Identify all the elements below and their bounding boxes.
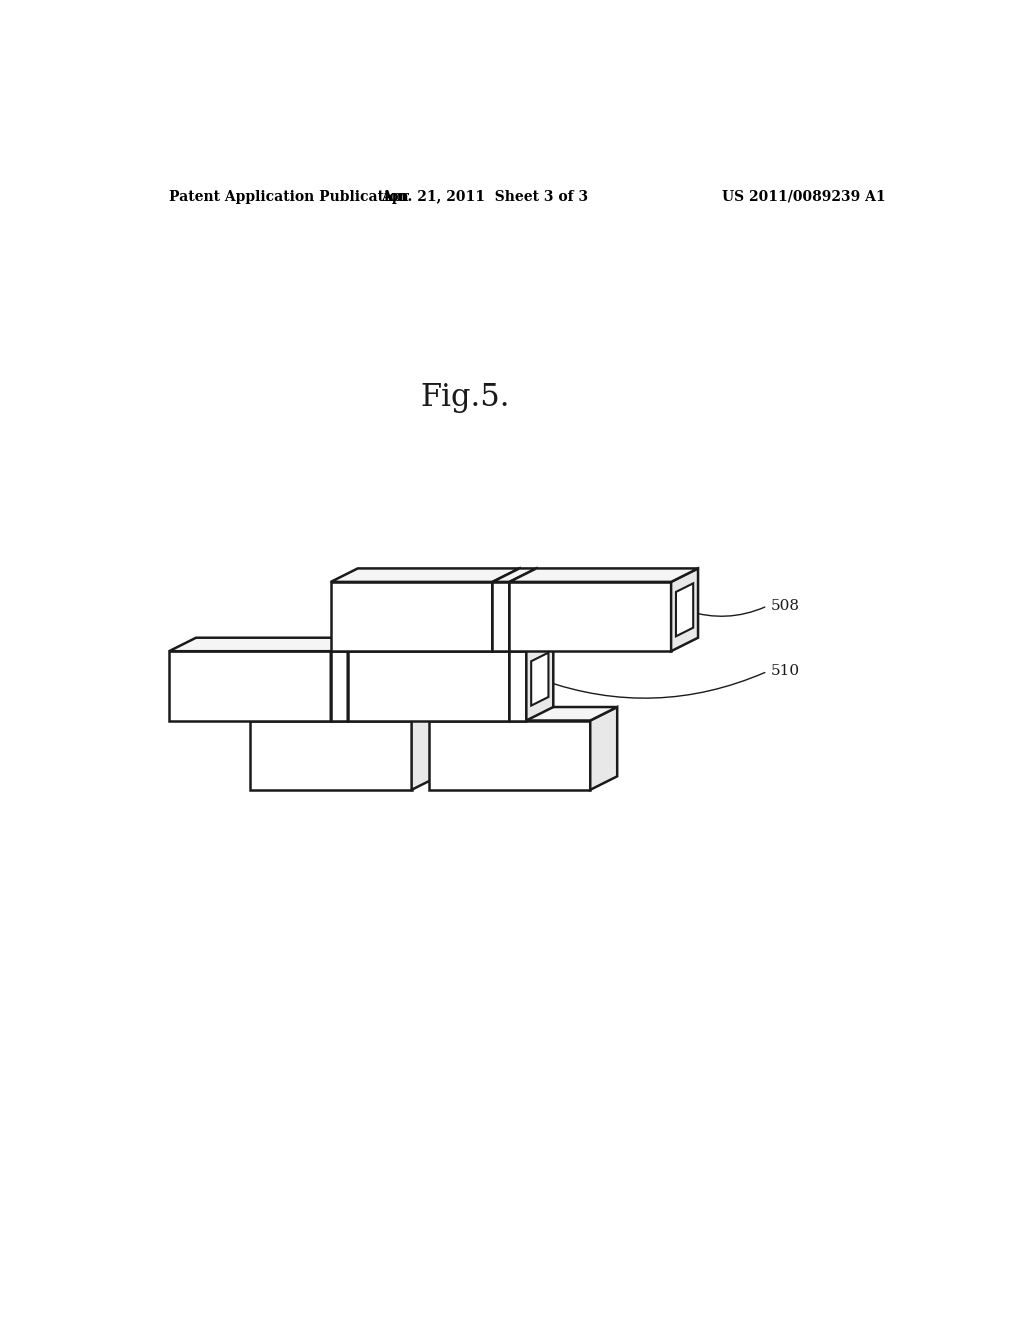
Polygon shape — [509, 638, 537, 721]
Polygon shape — [348, 651, 509, 721]
Polygon shape — [348, 638, 375, 721]
Polygon shape — [250, 721, 412, 789]
Text: Apr. 21, 2011  Sheet 3 of 3: Apr. 21, 2011 Sheet 3 of 3 — [381, 190, 589, 203]
Polygon shape — [509, 651, 526, 721]
Text: 510: 510 — [771, 664, 801, 678]
Polygon shape — [331, 582, 493, 651]
Polygon shape — [676, 583, 693, 636]
Text: 508: 508 — [771, 599, 800, 612]
Polygon shape — [509, 582, 671, 651]
Polygon shape — [331, 638, 375, 651]
Polygon shape — [331, 651, 348, 721]
Text: US 2011/0089239 A1: US 2011/0089239 A1 — [722, 190, 885, 203]
Text: Fig.5.: Fig.5. — [421, 381, 510, 413]
Polygon shape — [250, 708, 438, 721]
Polygon shape — [531, 652, 549, 706]
Polygon shape — [331, 569, 519, 582]
Polygon shape — [493, 582, 509, 651]
Polygon shape — [331, 638, 357, 721]
Polygon shape — [429, 721, 590, 789]
Polygon shape — [493, 569, 537, 582]
Polygon shape — [412, 708, 438, 789]
Polygon shape — [509, 569, 698, 582]
Polygon shape — [348, 638, 537, 651]
Polygon shape — [671, 569, 698, 651]
Polygon shape — [169, 638, 357, 651]
Polygon shape — [590, 708, 617, 789]
Polygon shape — [493, 569, 519, 651]
Polygon shape — [526, 638, 553, 721]
Polygon shape — [509, 638, 553, 651]
Text: Patent Application Publication: Patent Application Publication — [169, 190, 409, 203]
Polygon shape — [169, 651, 331, 721]
Polygon shape — [509, 569, 537, 651]
Polygon shape — [429, 708, 617, 721]
